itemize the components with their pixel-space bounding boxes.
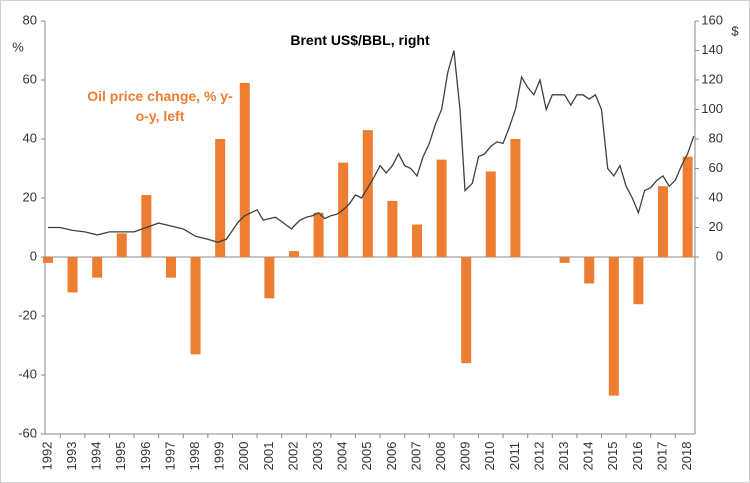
y-tick-label: 0 [30, 248, 37, 263]
price-line [48, 50, 695, 243]
y2-tick-label: 0 [716, 248, 723, 263]
x-tick-label: 1996 [138, 442, 153, 471]
bar [141, 195, 152, 257]
x-tick-label: 1998 [187, 442, 202, 471]
bar [239, 82, 250, 257]
y-tick-label: -40 [18, 366, 37, 381]
bar [682, 156, 693, 257]
x-tick-label: 1995 [113, 442, 128, 471]
bar [658, 186, 669, 257]
y-tick-label: 40 [23, 130, 37, 145]
y-tick-label: 20 [23, 189, 37, 204]
y-tick-label: 60 [23, 71, 37, 86]
line-annotation: Brent US$/BBL, right [290, 32, 430, 48]
y2-tick-label: 160 [701, 12, 723, 27]
bar [584, 257, 595, 284]
bar [411, 224, 422, 257]
y2-tick-label: 140 [701, 42, 723, 57]
line-annotation-box: Brent US$/BBL, right [290, 32, 430, 48]
bar [67, 257, 78, 293]
x-tick-label: 1994 [89, 442, 104, 471]
y-tick-label: -20 [18, 307, 37, 322]
x-tick-label: 2013 [556, 442, 571, 471]
bar [461, 257, 472, 364]
x-tick-label: 2012 [531, 442, 546, 471]
x-tick-label: 2018 [679, 442, 694, 471]
x-tick-label: 1992 [39, 442, 54, 471]
x-tick-label: 2009 [458, 442, 473, 471]
x-tick-label: 2003 [310, 442, 325, 471]
bar [190, 257, 201, 355]
x-tick-label: 1999 [212, 442, 227, 471]
y-tick-label: 80 [23, 12, 37, 27]
y2-tick-label: 120 [701, 71, 723, 86]
x-tick-label: 2017 [654, 442, 669, 471]
y2-axis-label: $ [731, 23, 739, 38]
bar-annotation-box: Oil price change, % y-o-y, left [87, 88, 233, 124]
y2-tick-label: 20 [709, 219, 723, 234]
bar [559, 257, 570, 263]
x-tick-label: 2001 [261, 442, 276, 471]
x-tick-label: 2007 [408, 442, 423, 471]
x-tick-label: 2004 [335, 442, 350, 471]
y2-tick-label: 100 [701, 101, 723, 116]
bar [387, 200, 398, 257]
bar [436, 159, 447, 257]
x-tick-label: 2010 [482, 442, 497, 471]
x-tick-label: 1997 [162, 442, 177, 471]
x-tick-label: 1993 [64, 442, 79, 471]
x-tick-label: 2016 [630, 442, 645, 471]
y2-tick-label: 80 [709, 130, 723, 145]
x-tick-label: 2002 [285, 442, 300, 471]
x-tick-label: 2014 [581, 442, 596, 471]
bar [485, 171, 496, 257]
y2-tick-label: 60 [709, 160, 723, 175]
y-tick-label: -60 [18, 425, 37, 440]
bar [633, 257, 644, 305]
bar [116, 233, 127, 257]
x-tick-label: 2015 [605, 442, 620, 471]
x-tick-label: 2005 [359, 442, 374, 471]
y-axis-label: % [12, 39, 24, 54]
bar-annotation: Oil price change, % y-o-y, left [87, 88, 233, 124]
bar [313, 212, 324, 257]
bar [215, 139, 226, 257]
bar [608, 257, 619, 396]
bar [42, 257, 53, 263]
bar [165, 257, 176, 278]
bar [510, 139, 521, 257]
x-tick-label: 2011 [507, 442, 522, 470]
x-tick-label: 2006 [384, 442, 399, 471]
bar [92, 257, 103, 278]
y2-tick-label: 40 [709, 189, 723, 204]
bar [362, 130, 373, 257]
bar [264, 257, 275, 299]
bar [288, 251, 299, 257]
x-tick-label: 2000 [236, 442, 251, 471]
x-tick-label: 2008 [433, 442, 448, 471]
